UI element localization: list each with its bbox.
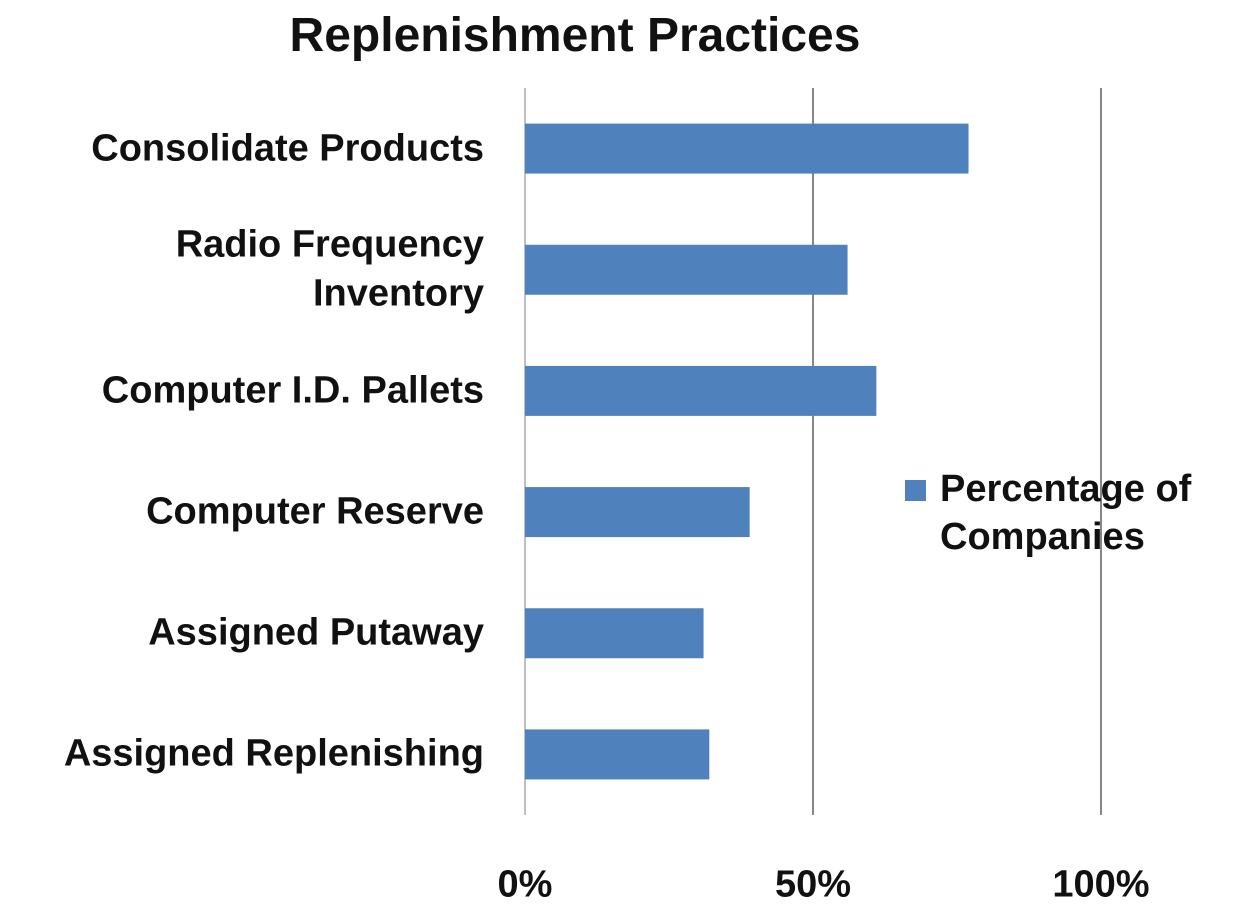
bar — [525, 729, 710, 780]
legend-swatch — [905, 480, 926, 501]
bar — [525, 123, 969, 174]
y-tick-label: Computer Reserve — [146, 490, 484, 533]
x-tick-label: 0% — [497, 863, 553, 906]
bar — [525, 244, 848, 295]
y-tick-label: Assigned Replenishing — [63, 732, 484, 775]
bar — [525, 608, 704, 659]
x-tick-label: 100% — [1052, 863, 1150, 906]
y-tick-label: Computer I.D. Pallets — [101, 369, 484, 412]
chart-title: Replenishment Practices — [289, 9, 861, 62]
legend-label: Percentage of Companies — [940, 468, 1192, 558]
y-tick-label: Assigned Putaway — [148, 611, 484, 654]
bar — [525, 487, 750, 538]
bar — [525, 365, 877, 416]
y-tick-label: Consolidate Products — [91, 126, 484, 169]
y-tick-label: Radio Frequency Inventory — [175, 223, 484, 315]
x-tick-label: 50% — [774, 863, 852, 906]
